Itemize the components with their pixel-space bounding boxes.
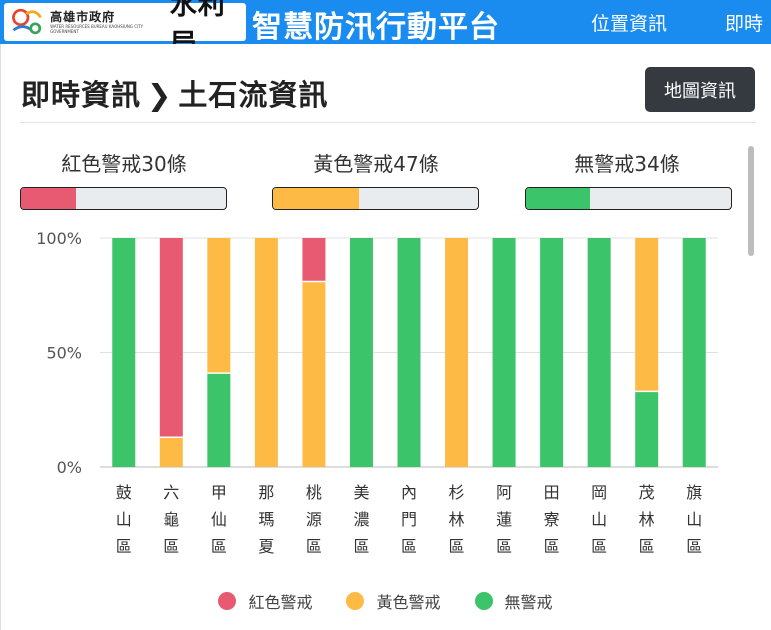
bar-segment bbox=[159, 437, 183, 467]
breadcrumb-root[interactable]: 即時資訊 bbox=[21, 78, 142, 112]
bar-segment bbox=[635, 391, 659, 467]
x-tick-label: 六龜區 bbox=[163, 483, 179, 556]
bar-segment bbox=[112, 238, 136, 467]
x-tick-label: 杉林區 bbox=[449, 483, 465, 556]
gov-name: 高雄市政府 bbox=[50, 10, 116, 24]
yellow-alert-progress bbox=[272, 187, 479, 210]
legend-label-red: 紅色警戒 bbox=[248, 593, 313, 612]
legend-item-green[interactable]: 無警戒 bbox=[474, 589, 553, 613]
legend-item-red[interactable]: 紅色警戒 bbox=[218, 589, 312, 613]
bar-segment bbox=[254, 238, 278, 467]
bar-segment bbox=[445, 238, 469, 467]
legend-dot-red bbox=[218, 592, 237, 610]
breadcrumb-current: 土石流資訊 bbox=[178, 78, 329, 112]
kaohsiung-emblem-icon bbox=[12, 8, 42, 35]
x-tick-label: 甲仙區 bbox=[211, 483, 227, 556]
red-alert-progress bbox=[20, 187, 227, 210]
bar-segment bbox=[159, 238, 183, 438]
y-tick-label: 100% bbox=[36, 229, 82, 248]
x-tick-label: 內門區 bbox=[401, 483, 417, 556]
page-title: 即時資訊 ❯ 土石流資訊 bbox=[21, 72, 328, 114]
gov-name-en: WATER RESOURCES BUREAU KAOHSIUNG CITY GO… bbox=[50, 24, 144, 34]
x-tick-label: 那瑪夏 bbox=[258, 483, 274, 556]
bar-segment bbox=[207, 238, 231, 374]
x-tick-label: 桃源區 bbox=[306, 483, 322, 556]
top-navbar: 高雄市政府 WATER RESOURCES BUREAU KAOHSIUNG C… bbox=[0, 0, 771, 60]
bar-segment bbox=[349, 238, 373, 467]
chevron-right-icon: ❯ bbox=[147, 78, 173, 112]
bar-segment bbox=[635, 238, 659, 392]
no-alert-count: 無警戒34條 bbox=[574, 152, 680, 176]
legend-item-yellow[interactable]: 黃色警戒 bbox=[346, 589, 441, 613]
bar-segment bbox=[397, 238, 421, 467]
x-tick-label: 美濃區 bbox=[353, 483, 369, 556]
red-alert-count: 紅色警戒30條 bbox=[61, 152, 187, 176]
x-tick-label: 茂林區 bbox=[639, 483, 655, 556]
bar-segment bbox=[492, 238, 516, 467]
legend-label-green: 無警戒 bbox=[504, 593, 553, 612]
y-tick-label: 50% bbox=[46, 344, 82, 363]
bar-segment bbox=[682, 238, 706, 467]
legend-label-yellow: 黃色警戒 bbox=[376, 593, 441, 612]
red-alert-progress-fill bbox=[21, 188, 77, 209]
map-info-button[interactable]: 地圖資訊 bbox=[645, 67, 755, 112]
nav-location-info[interactable]: 位置資訊 bbox=[591, 13, 668, 35]
debris-flow-stacked-bar-chart: 0% 50% 100% 鼓山區 六龜區 甲仙區 那瑪夏 桃源區 美濃區 內門區 杉林區 阿蓮區 田寮區 岡… bbox=[36, 229, 718, 556]
x-tick-label: 岡山區 bbox=[591, 483, 607, 556]
no-alert-progress bbox=[525, 187, 732, 210]
legend-dot-yellow bbox=[346, 592, 365, 610]
bar-segment bbox=[540, 238, 564, 467]
x-tick-label: 旗山區 bbox=[686, 483, 702, 556]
gov-name-block: 高雄市政府 WATER RESOURCES BUREAU KAOHSIUNG C… bbox=[50, 10, 162, 34]
bar-segment bbox=[302, 238, 326, 282]
x-tick-label: 田寮區 bbox=[544, 483, 560, 556]
bar-segment bbox=[302, 281, 326, 467]
nav-realtime[interactable]: 即時 bbox=[725, 13, 764, 35]
x-tick-label: 阿蓮區 bbox=[496, 483, 512, 556]
y-tick-label: 0% bbox=[57, 458, 82, 477]
x-tick-label: 鼓山區 bbox=[116, 483, 132, 556]
bar-segment bbox=[207, 373, 231, 467]
legend-dot-green bbox=[474, 592, 493, 610]
bureau-logo[interactable]: 高雄市政府 WATER RESOURCES BUREAU KAOHSIUNG C… bbox=[4, 0, 246, 60]
yellow-alert-count: 黃色警戒47條 bbox=[313, 152, 439, 176]
bar-segment bbox=[587, 238, 611, 467]
divider bbox=[20, 122, 756, 123]
yellow-alert-progress-fill bbox=[273, 188, 360, 209]
no-alert-progress-fill bbox=[526, 188, 590, 209]
chart-legend: 紅色警戒 黃色警戒 無警戒 bbox=[0, 589, 771, 613]
scrollbar-thumb[interactable] bbox=[748, 146, 754, 256]
platform-title: 智慧防汛行動平台 bbox=[252, 10, 500, 45]
